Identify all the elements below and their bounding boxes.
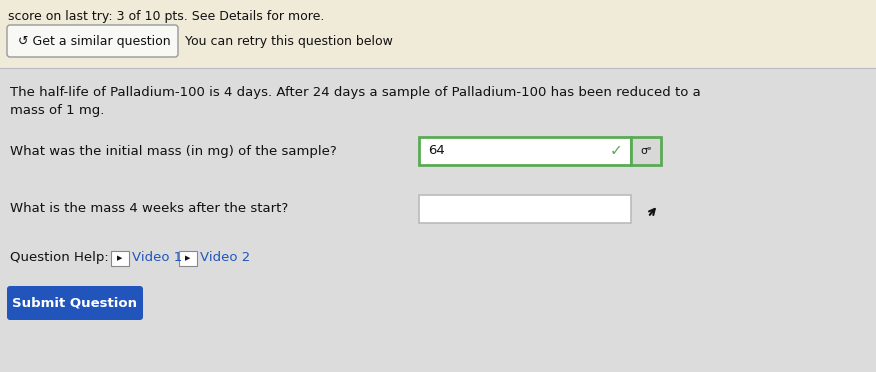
Text: The half-life of Palladium-100 is 4 days. After 24 days a sample of Palladium-10: The half-life of Palladium-100 is 4 days… bbox=[10, 86, 701, 99]
Text: ↺ Get a similar question: ↺ Get a similar question bbox=[18, 35, 171, 48]
FancyBboxPatch shape bbox=[419, 195, 631, 223]
FancyBboxPatch shape bbox=[111, 251, 129, 266]
Text: Submit Question: Submit Question bbox=[12, 296, 138, 310]
Text: Question Help:: Question Help: bbox=[10, 251, 109, 264]
Text: What was the initial mass (in mg) of the sample?: What was the initial mass (in mg) of the… bbox=[10, 144, 336, 157]
FancyBboxPatch shape bbox=[419, 137, 631, 165]
Text: Video 2: Video 2 bbox=[200, 251, 251, 264]
FancyBboxPatch shape bbox=[179, 251, 197, 266]
Text: ▶: ▶ bbox=[117, 256, 123, 262]
Text: ▶: ▶ bbox=[186, 256, 191, 262]
FancyBboxPatch shape bbox=[7, 25, 178, 57]
FancyBboxPatch shape bbox=[631, 137, 661, 165]
Text: score on last try: 3 of 10 pts. See Details for more.: score on last try: 3 of 10 pts. See Deta… bbox=[8, 10, 324, 23]
Text: 64: 64 bbox=[428, 144, 445, 157]
FancyBboxPatch shape bbox=[0, 0, 876, 68]
Text: Video 1: Video 1 bbox=[132, 251, 182, 264]
Text: σᵉ: σᵉ bbox=[640, 146, 652, 156]
Text: What is the mass 4 weeks after the start?: What is the mass 4 weeks after the start… bbox=[10, 202, 288, 215]
Text: You can retry this question below: You can retry this question below bbox=[185, 35, 392, 48]
FancyBboxPatch shape bbox=[7, 286, 143, 320]
Text: ✓: ✓ bbox=[610, 144, 623, 158]
FancyBboxPatch shape bbox=[0, 68, 876, 372]
Text: mass of 1 mg.: mass of 1 mg. bbox=[10, 104, 104, 117]
